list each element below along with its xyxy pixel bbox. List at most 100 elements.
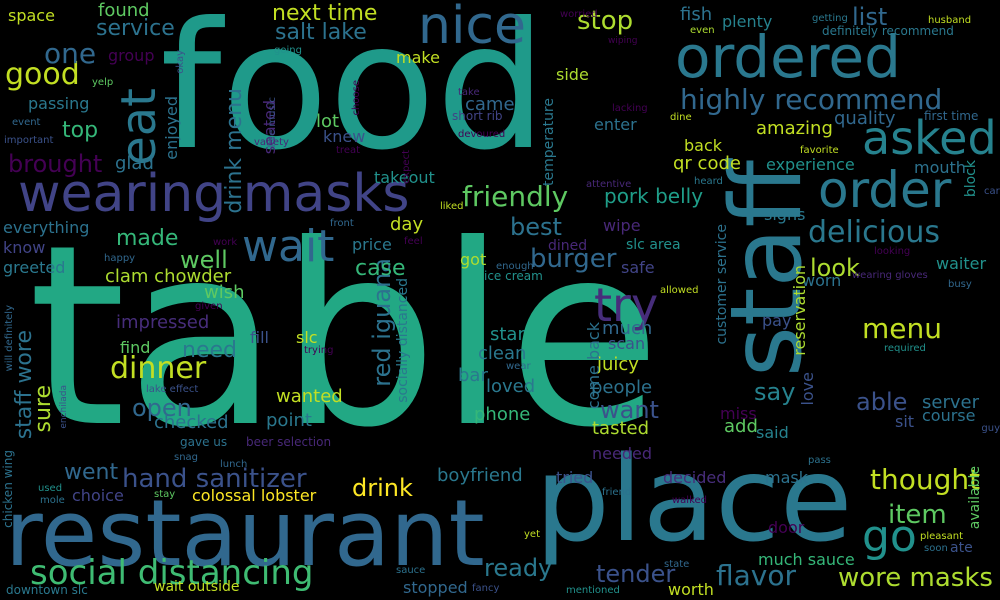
word-car: car (984, 186, 1000, 197)
word-lunch: lunch (220, 459, 248, 470)
word-husband: husband (928, 15, 972, 26)
word-yelp: yelp (92, 77, 114, 88)
word-tried: tried (556, 468, 594, 487)
word-front: front (330, 218, 354, 229)
word-block: block (963, 160, 979, 198)
word-slc: slc (296, 328, 318, 347)
word-delicious: delicious (808, 215, 940, 250)
word-favorite: favorite (800, 145, 839, 156)
word-love: love (798, 372, 817, 406)
word-decided: decided (663, 468, 727, 487)
word-feel: feel (404, 236, 423, 247)
word-choose: choose (351, 80, 362, 116)
word-takeout: takeout (374, 168, 435, 187)
word-colossal-lobster: colossal lobster (192, 486, 317, 505)
word-wish: wish (204, 282, 245, 303)
word-restaurant: restaurant (5, 480, 485, 587)
word-thought: thought (870, 463, 981, 496)
word-wanted: wanted (276, 386, 343, 407)
word-got: got (460, 250, 487, 269)
word-drink-menu: drink menu (222, 88, 247, 214)
word-loved: loved (486, 376, 536, 397)
word-happy: happy (104, 253, 136, 264)
word-table: table (28, 191, 662, 482)
word-temperature: temperature (541, 98, 557, 186)
word-much: much (602, 318, 653, 339)
word-enter: enter (594, 115, 637, 134)
word-downtown-slc: downtown slc (6, 583, 88, 597)
word-sauce: sauce (396, 565, 426, 576)
word-next-time: next time (272, 1, 378, 26)
word-mentioned: mentioned (566, 585, 620, 596)
word-list: list (852, 3, 888, 31)
word-stopped: stopped (403, 578, 468, 597)
word-used: used (38, 483, 63, 494)
word-space: space (8, 6, 55, 25)
word-brought: brought (8, 150, 103, 178)
word-event: event (12, 117, 41, 128)
word-beer-selection: beer selection (246, 435, 332, 449)
word-amazing: amazing (756, 118, 833, 139)
word-side: side (556, 65, 589, 84)
word-even: even (690, 25, 715, 36)
word-drink: drink (352, 474, 413, 502)
word-ready: ready (484, 554, 553, 582)
word-allowed: allowed (660, 285, 699, 296)
word-tasted: tasted (592, 418, 650, 439)
word-phone: phone (474, 404, 531, 425)
word-stop: stop (577, 6, 634, 36)
word-important: important (4, 135, 54, 146)
word-walked: walked (672, 495, 708, 506)
word-social-distancing: social distancing (30, 553, 314, 593)
word-given: given (195, 301, 223, 312)
word-make: make (396, 48, 440, 67)
word-dinner: dinner (110, 351, 207, 386)
word-made: made (116, 226, 179, 251)
word-wear: wear (506, 361, 531, 372)
word-mask: mask (765, 468, 808, 487)
word-looking: looking (874, 246, 911, 257)
word-slc-area: slc area (626, 237, 681, 253)
word-busy: busy (948, 279, 972, 290)
word-friendly: friendly (462, 180, 569, 213)
word-wipe: wipe (603, 216, 641, 235)
word-variety: variety (254, 137, 289, 148)
word-back: back (684, 136, 723, 155)
word-needed: needed (592, 444, 652, 463)
word-mouth: mouth (914, 158, 966, 177)
word-flavor: flavor (716, 559, 797, 592)
word-price: price (352, 235, 392, 254)
word-fancy: fancy (472, 583, 500, 594)
word-knew: knew (323, 127, 366, 146)
word-item: item (888, 500, 947, 530)
word-star: star (490, 324, 525, 345)
word-impressed: impressed (116, 312, 210, 333)
word-sit: sit (895, 412, 915, 431)
word-worried: worried (560, 9, 598, 20)
word-course: course (922, 406, 976, 425)
word-sure: sure (31, 385, 56, 433)
word-ordered: ordered (675, 23, 901, 91)
word-getting: getting (812, 13, 848, 24)
word-passing: passing (28, 94, 90, 113)
word-asked: asked (862, 111, 997, 165)
word-order: order (818, 161, 952, 219)
word-pork-belly: pork belly (604, 184, 704, 208)
word-ice-cream: ice cream (484, 269, 543, 283)
word-devoured: devoured (458, 129, 506, 140)
word-scan: scan (608, 334, 646, 353)
word-worn: worn (802, 271, 842, 290)
word-want: want (600, 396, 659, 424)
word-plenty: plenty (722, 12, 773, 31)
word-chicken-wing: chicken wing (1, 450, 15, 528)
word-able: able (856, 388, 908, 416)
word-socially-distanced: socially distanced (395, 278, 411, 403)
word-will-definitely: will definitely (4, 305, 15, 372)
word-first-time: first time (924, 109, 979, 123)
word-available: available (967, 466, 983, 530)
word-experience: experience (766, 155, 855, 174)
word-came: came (465, 94, 515, 115)
word-state: state (664, 559, 690, 570)
word-quality: quality (834, 108, 896, 129)
word-wearing-masks: wearing masks (18, 164, 410, 224)
